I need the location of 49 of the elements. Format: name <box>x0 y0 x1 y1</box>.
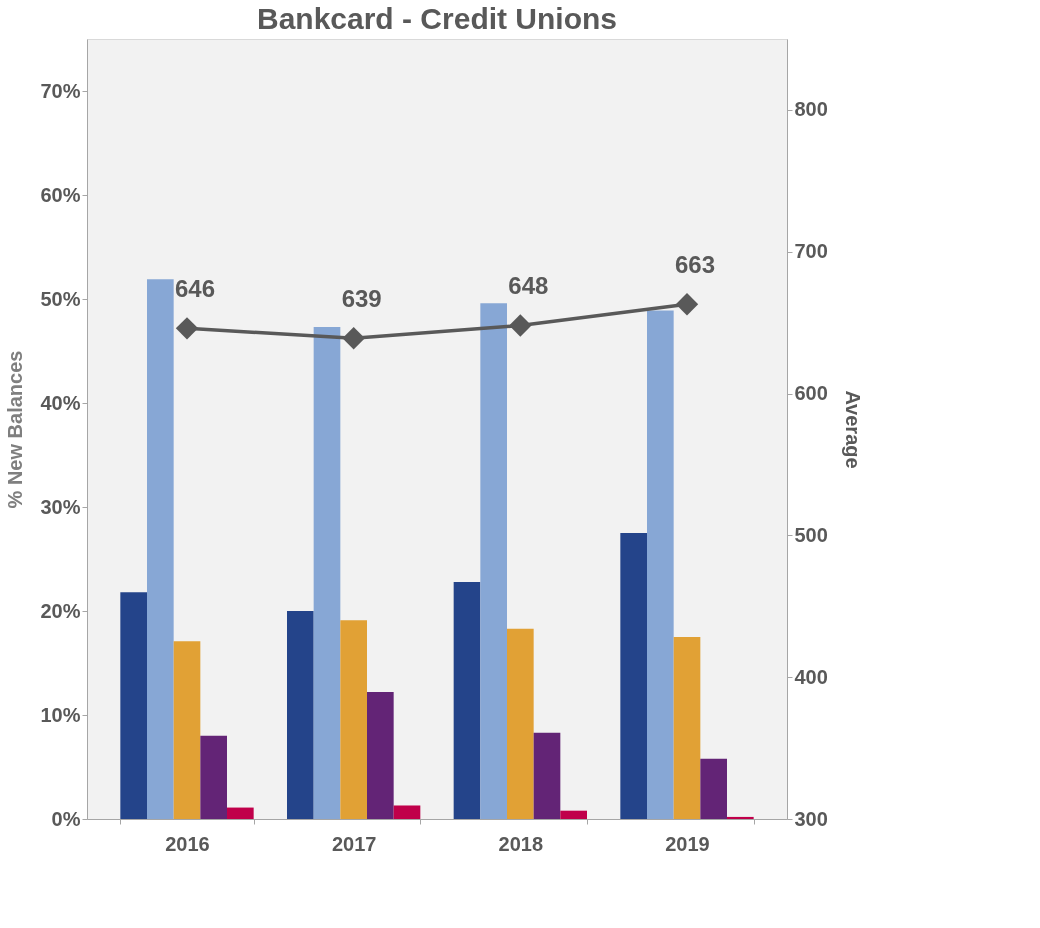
y-tick-label: 30% <box>40 495 81 518</box>
data-label: 639 <box>341 285 382 313</box>
bar <box>367 692 394 819</box>
y2-tick-label: 300 <box>794 807 828 830</box>
point <box>675 293 699 316</box>
y2-tick-label: 500 <box>794 523 828 546</box>
data-label: 646 <box>174 275 216 303</box>
y-axis-title: % New Balances <box>4 350 27 509</box>
bar <box>560 810 587 819</box>
y-tick-label: 50% <box>40 287 81 310</box>
y2-tick-label: 800 <box>794 98 828 121</box>
point <box>175 317 199 340</box>
bar <box>287 611 314 819</box>
bar <box>700 758 727 819</box>
y2-axis-title: Average <box>841 390 864 469</box>
y-tick-label: 10% <box>40 703 81 726</box>
x-tick-label: 2019 <box>665 832 710 855</box>
y-tick-label: 70% <box>40 79 81 102</box>
bar <box>480 303 507 819</box>
bar <box>453 581 481 819</box>
x-tick-label: 2017 <box>331 832 377 855</box>
y2-tick-label: 400 <box>794 665 828 688</box>
bar <box>673 637 701 819</box>
bar <box>620 533 647 819</box>
bar <box>227 807 254 819</box>
y-tick-label: 60% <box>40 183 81 206</box>
bar <box>120 592 147 819</box>
bar <box>393 805 421 819</box>
x-tick-label: 2018 <box>498 832 544 855</box>
data-label: 648 <box>508 272 549 300</box>
data-label: 663 <box>674 251 716 279</box>
bar <box>313 327 341 819</box>
bar <box>173 641 201 819</box>
bar <box>200 735 227 819</box>
y-tick-label: 40% <box>40 391 81 414</box>
point <box>342 327 365 350</box>
point <box>509 314 532 337</box>
y2-tick-label: 700 <box>794 240 828 263</box>
bar <box>647 310 674 819</box>
y-tick-label: 0% <box>51 807 81 830</box>
bar <box>533 732 561 819</box>
x-tick-label: 2016 <box>165 832 210 855</box>
bar <box>147 279 174 819</box>
bar <box>340 620 367 819</box>
bar <box>507 628 534 819</box>
y-tick-label: 20% <box>40 599 81 622</box>
bar <box>727 816 754 819</box>
y2-tick-label: 600 <box>794 382 828 405</box>
chart-title: Bankcard - Credit Unions <box>256 2 618 35</box>
